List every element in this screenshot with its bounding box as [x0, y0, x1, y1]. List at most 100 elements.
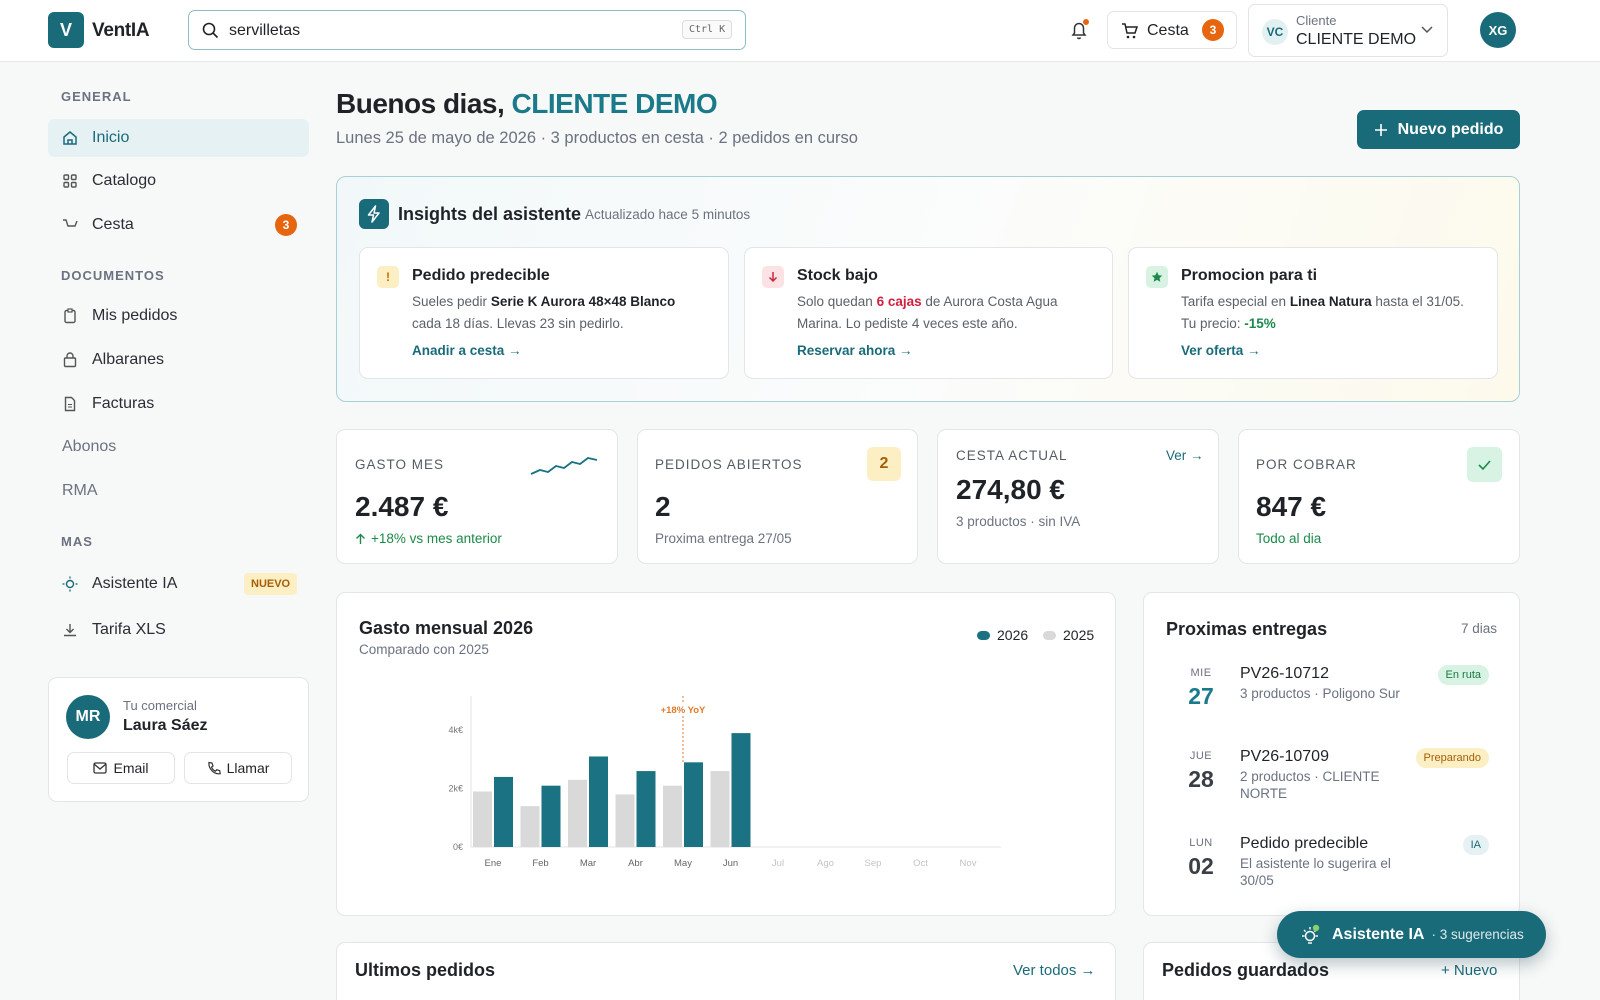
legend-item: 2025: [1043, 627, 1094, 643]
nav-badge: 3: [275, 214, 297, 236]
x-tick-label: Ene: [485, 858, 502, 869]
insight-title: Stock bajo: [797, 267, 878, 284]
new-order-button[interactable]: Nuevo pedido: [1357, 110, 1520, 149]
legend-label: 2025: [1063, 627, 1094, 643]
line: [1303, 929, 1307, 932]
kpi-value: 2.487 €: [355, 491, 449, 522]
insight-link[interactable]: Anadir a cesta →: [412, 343, 522, 358]
rep-label: Tu comercial: [123, 698, 197, 713]
polyline: [530, 457, 598, 475]
nav-item[interactable]: Asistente IA NUEVO: [48, 565, 309, 603]
delivery-day: 28: [1188, 766, 1214, 792]
path: [66, 352, 74, 358]
bar: [494, 776, 513, 847]
nav-item[interactable]: RMA: [48, 472, 309, 510]
b: -15%: [1244, 316, 1276, 331]
svg: [1302, 924, 1320, 944]
bar: [473, 791, 492, 847]
y-tick-label: 0€: [453, 842, 463, 852]
svg: [64, 624, 76, 637]
rect: [70, 181, 77, 188]
nav-item[interactable]: Cesta 3: [48, 206, 309, 244]
nav-label: Mis pedidos: [92, 307, 178, 324]
client-name: CLIENTE DEMO: [1296, 31, 1417, 48]
legend-label: 2026: [997, 627, 1028, 643]
svg: [64, 308, 76, 324]
x-tick-label: Nov: [960, 858, 977, 869]
nav-item[interactable]: Tarifa XLS: [48, 611, 309, 649]
insights-updated: Actualizado hace 5 minutos: [585, 207, 751, 222]
nav-item[interactable]: Albaranes: [48, 341, 309, 379]
greeting-hello: Buenos dias,: [336, 88, 505, 119]
nav-label: Inicio: [92, 129, 130, 146]
delivery-item[interactable]: MIE 27 PV26-10712 3 productos · Poligono Su…: [1144, 663, 1519, 733]
greeting-subtitle: Lunes 25 de mayo de 2026 · 3 productos e…: [336, 129, 858, 147]
nav-label: Tarifa XLS: [92, 621, 166, 638]
deliveries-card: Proximas entregas 7 dias MIE 27 PV26-10712…: [1143, 592, 1520, 916]
bar: [568, 779, 587, 847]
bar: [589, 756, 608, 847]
annotation: +18% YoY: [661, 705, 706, 716]
delivery-item[interactable]: JUE 28 PV26-10709 2 productos · CLIENTE NOR…: [1144, 746, 1519, 816]
client-badge: VC: [1262, 19, 1288, 45]
x-tick-label: Ago: [817, 858, 834, 869]
insights-icon: [359, 199, 389, 229]
path: [356, 533, 365, 544]
insight-desc: Tarifa especial en Linea Natura hasta el…: [1181, 291, 1511, 335]
avatar[interactable]: XG: [1480, 12, 1516, 48]
new-order-label: Nuevo pedido: [1397, 120, 1504, 138]
circle: [1082, 18, 1090, 26]
bell[interactable]: [1068, 18, 1092, 42]
insight-link[interactable]: Reservar ahora →: [797, 343, 913, 358]
svg: [367, 205, 380, 223]
delivery-weekday: JUE: [1189, 750, 1213, 762]
kpi-note: Proxima entrega 27/05: [655, 531, 792, 546]
orders-card: Ultimos pedidos Ver todos →: [336, 942, 1116, 1000]
orders-link[interactable]: Ver todos →: [1013, 962, 1096, 979]
insight-icon: [1146, 266, 1168, 288]
span: cada 18 días. Llevas 23 sin pedirlo.: [412, 316, 624, 331]
orders-title: Ultimos pedidos: [355, 960, 496, 980]
insight-card: Promocion para ti Tarifa especial en Lin…: [1128, 247, 1498, 379]
kpi-card: GASTO MES 2.487 € +18% vs mes anterior: [336, 429, 618, 564]
delivery-day: 27: [1188, 683, 1214, 709]
svg: [62, 576, 78, 592]
brand[interactable]: VentIA: [92, 20, 150, 41]
path: [1478, 460, 1491, 471]
fab-hint: · 3 sugerencias: [1431, 927, 1524, 942]
saved-link[interactable]: + Nuevo: [1441, 962, 1498, 979]
nav-item[interactable]: Mis pedidos: [48, 297, 309, 335]
kpi-link[interactable]: Ver →: [1166, 448, 1204, 463]
client-selector[interactable]: VC Cliente CLIENTE DEMO: [1248, 4, 1448, 57]
cart-button[interactable]: Cesta 3: [1107, 11, 1237, 49]
assistant-fab[interactable]: Asistente IA · 3 sugerencias: [1277, 911, 1546, 958]
kpi-label: POR COBRAR: [1256, 457, 1357, 472]
legend-swatch: [1043, 631, 1056, 640]
path: [768, 272, 778, 283]
insights-title: Insights del asistente: [398, 204, 582, 224]
email-button[interactable]: Email: [67, 752, 175, 784]
logo[interactable]: V: [48, 12, 84, 48]
kpi-note: Todo al dia: [1256, 531, 1322, 546]
delivery-weekday: LUN: [1189, 837, 1213, 849]
svg: [1478, 460, 1491, 471]
call-button[interactable]: Llamar: [184, 752, 292, 784]
insight-desc: Solo quedan 6 cajas de Aurora Costa Agua…: [797, 291, 1089, 335]
insights-panel: Insights del asistente Actualizado hace …: [336, 176, 1520, 402]
bar: [731, 733, 751, 847]
insight-link[interactable]: Ver oferta →: [1181, 343, 1261, 358]
line: [212, 32, 219, 39]
kpi-label: PEDIDOS ABIERTOS: [655, 457, 803, 472]
nav-item[interactable]: Facturas: [48, 385, 309, 423]
insight-card: ! Pedido predecible Sueles pedir Serie K…: [359, 247, 729, 379]
delivery-item[interactable]: LUN 02 Pedido predecible El asistente lo su…: [1144, 833, 1519, 903]
rep-avatar: MR: [66, 695, 110, 739]
kpi-check: [1467, 447, 1502, 482]
delivery-desc: 2 productos · CLIENTE NORTE: [1240, 769, 1380, 801]
nav-item[interactable]: Inicio: [48, 119, 309, 157]
nav-item[interactable]: Abonos: [48, 428, 309, 466]
nav-label: Asistente IA: [92, 575, 178, 592]
nav-item[interactable]: Catalogo: [48, 162, 309, 200]
search-box[interactable]: servilletas Ctrl K: [188, 10, 746, 50]
chevron: [1421, 26, 1433, 34]
